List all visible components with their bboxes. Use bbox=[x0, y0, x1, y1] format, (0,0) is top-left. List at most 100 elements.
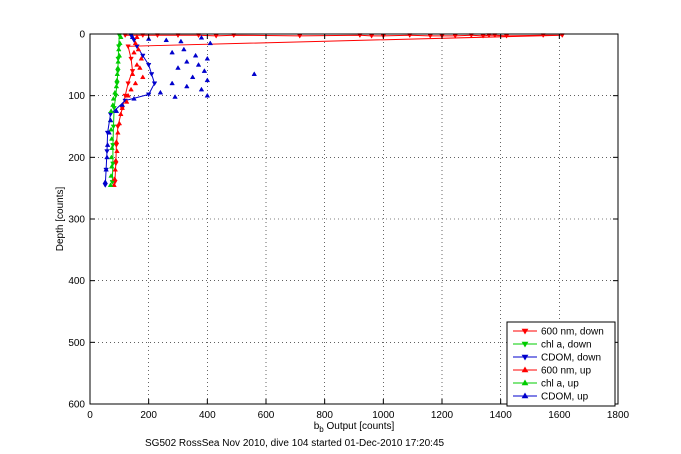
data-point bbox=[116, 52, 123, 58]
y-tick-label: 600 bbox=[68, 400, 85, 411]
data-point bbox=[145, 92, 152, 98]
data-point bbox=[108, 163, 115, 169]
series-1 bbox=[112, 33, 566, 185]
data-point bbox=[119, 102, 126, 107]
data-point bbox=[204, 55, 211, 61]
data-point bbox=[145, 62, 152, 68]
data-point bbox=[112, 89, 118, 95]
data-point bbox=[131, 95, 137, 101]
data-point bbox=[128, 86, 134, 92]
data-point bbox=[169, 49, 175, 55]
data-point bbox=[198, 34, 205, 40]
legend: 600 nm, down chl a, down CDOM, down 600 nm,… bbox=[506, 321, 616, 407]
data-point bbox=[132, 80, 139, 86]
data-point bbox=[110, 143, 116, 148]
data-point bbox=[102, 179, 108, 184]
data-point bbox=[108, 173, 114, 178]
legend-entry: 600 nm, up bbox=[513, 366, 591, 377]
data-point bbox=[169, 80, 175, 86]
data-point bbox=[135, 46, 142, 52]
y-tick-label: 500 bbox=[68, 338, 85, 349]
tick-labels: 0 200 400 600 800 1000 1200 1400 1600 1800 0 100 200… bbox=[68, 30, 629, 422]
legend-entry: CDOM, down bbox=[513, 353, 601, 364]
data-point bbox=[116, 46, 122, 52]
data-point bbox=[129, 34, 136, 39]
data-point bbox=[178, 38, 184, 44]
data-point bbox=[119, 105, 126, 110]
data-point bbox=[134, 62, 140, 67]
data-point bbox=[104, 149, 110, 154]
data-point bbox=[189, 74, 196, 80]
data-point bbox=[108, 154, 115, 160]
x-tick-label: 200 bbox=[140, 410, 157, 421]
data-point bbox=[128, 56, 134, 62]
data-point bbox=[201, 68, 208, 73]
legend-entry: 600 nm, down bbox=[513, 327, 604, 338]
data-point bbox=[110, 95, 117, 101]
data-point bbox=[184, 83, 190, 89]
data-point bbox=[198, 86, 205, 92]
data-point bbox=[207, 40, 214, 46]
series-5 bbox=[107, 34, 124, 187]
x-tick-label: 1000 bbox=[372, 410, 395, 421]
data-point bbox=[108, 108, 114, 113]
data-point bbox=[108, 136, 115, 141]
data-point bbox=[117, 40, 123, 46]
ticks bbox=[89, 33, 619, 405]
data-point bbox=[251, 71, 258, 76]
data-point bbox=[115, 58, 121, 64]
x-tick-label: 400 bbox=[199, 410, 216, 421]
data-point bbox=[204, 92, 211, 98]
data-point bbox=[114, 77, 120, 83]
data-point bbox=[125, 44, 131, 50]
data-point bbox=[181, 46, 187, 52]
data-point bbox=[113, 139, 120, 144]
x-axis-label: bb Output [counts] bbox=[314, 421, 395, 434]
x-tick-label: 600 bbox=[258, 410, 275, 421]
x-tick-label: 800 bbox=[316, 410, 333, 421]
data-point bbox=[108, 126, 114, 132]
series-4 bbox=[111, 34, 146, 187]
data-point bbox=[113, 108, 120, 113]
legend-marker bbox=[521, 379, 529, 386]
data-point bbox=[157, 89, 164, 95]
data-point bbox=[132, 40, 139, 46]
data-point bbox=[172, 94, 178, 99]
data-point bbox=[175, 65, 181, 70]
y-tick-label: 0 bbox=[79, 30, 85, 41]
legend-marker bbox=[521, 392, 529, 399]
data-point bbox=[131, 49, 137, 55]
legend-label: CDOM, up bbox=[541, 392, 589, 403]
data-point bbox=[118, 111, 124, 117]
data-point bbox=[110, 124, 117, 130]
data-point bbox=[163, 37, 170, 43]
legend-marker bbox=[521, 328, 529, 335]
legend-label: 600 nm, up bbox=[541, 366, 591, 377]
data-point bbox=[113, 83, 120, 89]
data-point bbox=[129, 71, 136, 76]
data-point bbox=[134, 34, 140, 39]
data-point bbox=[107, 117, 114, 123]
legend-label: chl a, down bbox=[541, 340, 592, 351]
y-axis-label: Depth [counts] bbox=[55, 187, 66, 252]
data-point bbox=[125, 81, 131, 87]
legend-entry: chl a, up bbox=[513, 379, 579, 390]
y-tick-label: 400 bbox=[68, 276, 85, 287]
x-tick-label: 1400 bbox=[490, 410, 513, 421]
y-tick-label: 300 bbox=[68, 215, 85, 226]
legend-marker bbox=[521, 341, 529, 348]
data-point bbox=[113, 157, 119, 163]
data-point bbox=[151, 81, 158, 87]
legend-marker bbox=[521, 354, 529, 361]
x-tick-label: 1200 bbox=[431, 410, 454, 421]
data-point bbox=[114, 71, 121, 76]
legend-label: chl a, up bbox=[541, 379, 579, 390]
x-tick-label: 1600 bbox=[548, 410, 571, 421]
data-point bbox=[123, 99, 130, 104]
data-point bbox=[204, 77, 211, 83]
data-point bbox=[103, 166, 109, 172]
y-tick-label: 200 bbox=[68, 153, 85, 164]
data-point bbox=[118, 34, 124, 39]
x-tick-label: 0 bbox=[87, 410, 93, 421]
data-point bbox=[111, 176, 118, 181]
